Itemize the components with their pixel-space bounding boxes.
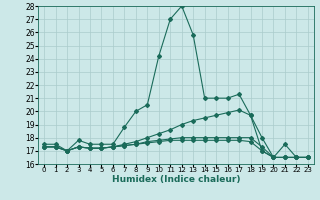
X-axis label: Humidex (Indice chaleur): Humidex (Indice chaleur): [112, 175, 240, 184]
